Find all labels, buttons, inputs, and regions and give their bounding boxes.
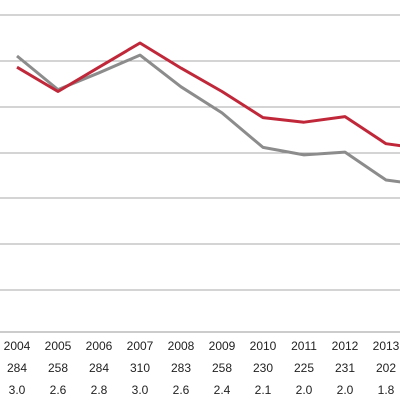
x-tick-label: 2005 [45,339,72,353]
table-cell: 2.6 [173,383,190,397]
x-tick-label: 2004 [4,339,31,353]
table-cell: 310 [130,361,150,375]
table-cell: 3.0 [9,383,26,397]
table-cell: 2.4 [214,383,231,397]
table-cell: 1.8 [378,383,395,397]
x-tick-label: 2013 [373,339,400,353]
table-cell: 225 [294,361,314,375]
table-cell: 231 [335,361,355,375]
table-cell: 283 [171,361,191,375]
table-cell: 2.6 [50,383,67,397]
x-tick-label: 2008 [168,339,195,353]
table-cell: 284 [7,361,27,375]
table-cell: 230 [253,361,273,375]
x-axis-labels: 2004 2005 2006 2007 2008 2009 2010 2011 2012 2013… [4,339,400,353]
table-cell: 2.8 [91,383,108,397]
table-cell: 2.0 [337,383,354,397]
gridlines [0,14,400,333]
x-tick-label: 2006 [86,339,113,353]
x-tick-label: 2009 [209,339,236,353]
table-cell: 2.0 [296,383,313,397]
series-line-0 [16,41,400,148]
data-table: 284 258 284 310 283 258 230 225 231 202 3.0 2.6 2.8 3… [7,361,396,397]
table-cell: 202 [376,361,396,375]
table-cell: 2.1 [255,383,272,397]
series-line-1 [16,53,400,184]
x-tick-label: 2011 [291,339,317,353]
table-cell: 258 [212,361,232,375]
table-cell: 258 [48,361,68,375]
table-cell: 284 [89,361,109,375]
x-tick-label: 2007 [127,339,154,353]
table-cell: 3.0 [132,383,149,397]
series-lines [16,41,400,184]
x-tick-label: 2010 [250,339,277,353]
x-tick-label: 2012 [332,339,359,353]
